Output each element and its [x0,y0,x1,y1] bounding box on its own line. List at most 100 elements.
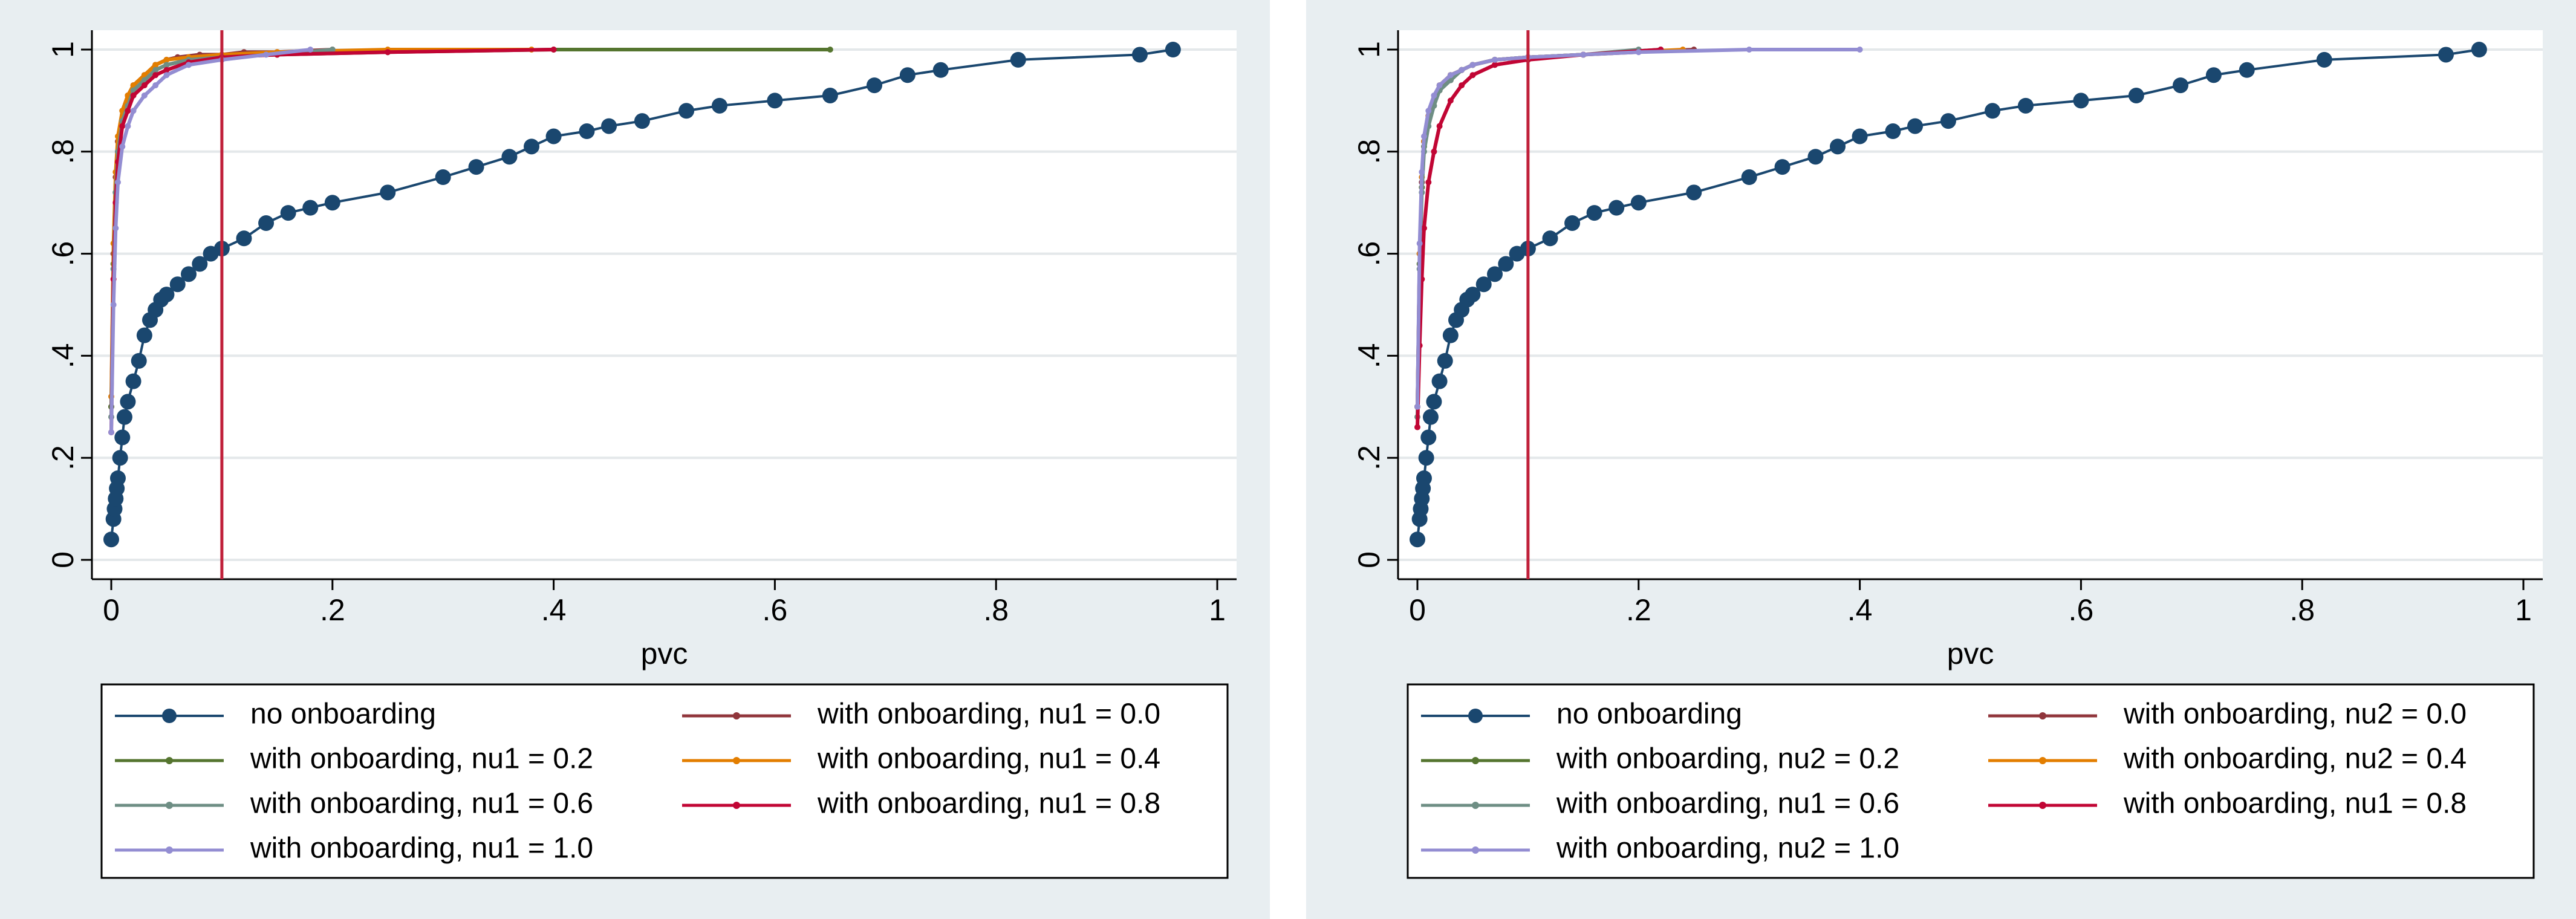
data-point [1741,169,1757,185]
data-point [435,169,451,185]
data-point [114,429,131,446]
data-point [258,215,275,231]
legend-label: with onboarding, nu1 = 0.2 [250,743,593,775]
data-point [1459,67,1465,73]
legend-label: with onboarding, nu1 = 0.8 [2123,788,2467,820]
legend-swatch-marker [733,712,740,719]
data-point [1436,82,1443,89]
y-tick-label: .4 [1352,343,1386,369]
y-tick-label: 1 [1352,41,1386,58]
legend-label: with onboarding, nu2 = 1.0 [1556,833,1899,865]
data-point [120,394,136,410]
legend-item-3: with onboarding, nu1 = 0.2 [115,743,593,775]
x-tick-label: .2 [320,593,345,627]
data-point [119,123,126,129]
legend-label: with onboarding, nu1 = 0.6 [250,788,593,820]
y-tick-label: 0 [1352,551,1386,568]
y-tick-label: .8 [1352,139,1386,164]
data-point [163,62,170,68]
x-tick-label: 0 [1409,593,1426,627]
data-point [1807,149,1824,165]
legend-swatch-marker [2039,712,2046,719]
x-tick-label: .8 [2289,593,2315,627]
data-point [1630,195,1647,211]
data-point [2205,67,2222,83]
data-point [236,230,252,247]
data-point [1475,276,1492,293]
chart-panel-1: 0 .2 .4 .6 .8 1 0 .2 .4 .6 .8 1 pvc no onboarding with… [0,0,1270,919]
legend-item-6: with onboarding, nu1 = 0.8 [1988,788,2467,820]
legend-item-4: with onboarding, nu2 = 0.4 [1988,743,2467,775]
data-point [131,352,147,369]
data-point [579,123,595,140]
series-line [1416,48,1860,407]
legend-swatch-marker [162,709,177,723]
data-point [1586,205,1602,221]
data-point [112,225,119,232]
legend-item-2: with onboarding, nu2 = 0.0 [1988,698,2467,730]
data-point [1431,148,1437,155]
data-point [678,103,695,119]
legend-item-4: with onboarding, nu1 = 0.4 [682,743,1160,775]
data-point [1420,429,1437,446]
data-point [130,92,137,99]
legend-swatch-marker [733,757,740,764]
data-point [1431,92,1437,99]
series-line [110,48,1174,540]
data-point [1442,327,1459,343]
data-point [324,195,340,211]
legend-box [1407,683,2535,879]
data-point [163,67,170,73]
data-point [119,143,126,150]
plot-area [92,30,1237,579]
data-point [1459,82,1465,89]
x-tick-label: 1 [2515,593,2532,627]
data-point [1165,42,1181,57]
data-point [899,67,916,83]
data-point [1830,138,1846,155]
data-point [468,159,484,175]
legend-swatch-marker [1468,709,1483,723]
data-point [1564,215,1581,231]
data-point [1469,62,1476,68]
data-point [1422,409,1439,425]
data-point [130,108,137,114]
data-point [2073,93,2089,109]
legend-swatch-marker [1472,757,1479,764]
data-point [125,108,131,114]
data-point [192,256,208,272]
x-tick-label: .6 [763,593,788,627]
x-tick-label: .8 [983,593,1009,627]
legend-item-1: no onboarding [1421,698,1742,730]
data-point [501,149,518,165]
data-point [711,97,727,114]
data-point [108,429,114,435]
data-point [307,47,314,53]
data-point [1425,108,1432,114]
data-point [1487,266,1503,282]
data-point [152,82,159,89]
legend-label: with onboarding, nu1 = 0.4 [817,743,1160,775]
legend-item-5: with onboarding, nu1 = 0.6 [115,788,593,820]
legend-label: no onboarding [1556,698,1742,730]
legend-item-2: with onboarding, nu1 = 0.0 [682,698,1160,730]
legend-label: with onboarding, nu1 = 1.0 [250,833,593,865]
data-point [1542,230,1558,247]
data-point [1492,56,1498,63]
data-point [1414,403,1420,410]
legend-swatch-marker [1472,802,1479,809]
data-point [1416,470,1432,486]
data-point [1437,352,1453,369]
legend-swatch-marker [166,846,173,854]
data-point [141,92,148,99]
data-point [2173,77,2189,94]
data-point [114,179,121,186]
data-point [1420,133,1427,140]
series-line [1416,48,2480,540]
data-point [163,56,170,63]
data-point [1420,225,1427,232]
data-point [263,51,270,58]
data-point [163,72,170,79]
legend-label: with onboarding, nu2 = 0.2 [1556,743,1899,775]
